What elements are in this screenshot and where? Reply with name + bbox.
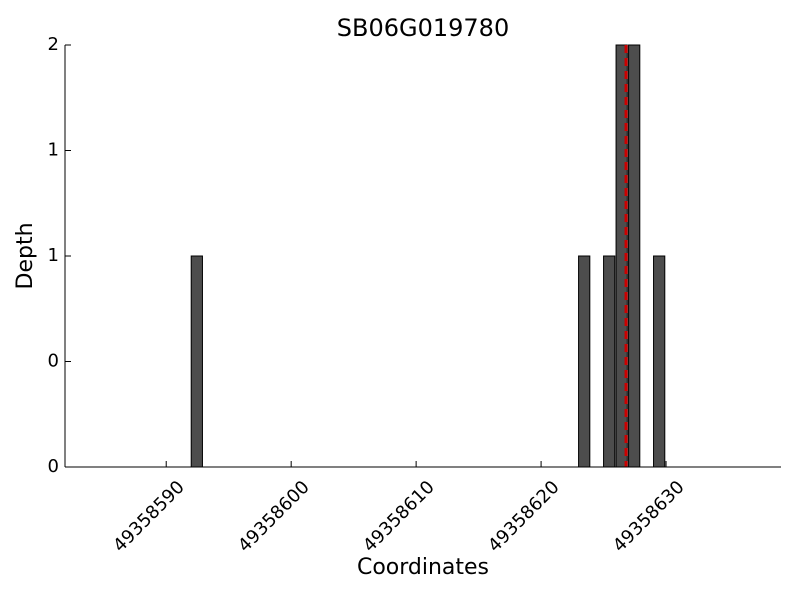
bar [578, 255, 591, 468]
y-axis-label: Depth [13, 222, 38, 289]
y-tick-label: 1 [48, 140, 59, 161]
x-tick-label: 49358600 [234, 477, 314, 557]
x-tick-label: 49358610 [359, 477, 439, 557]
y-tick-label: 0 [48, 351, 59, 372]
bar [628, 44, 641, 468]
chart-title: SB06G019780 [337, 14, 509, 42]
x-tick-label: 49358590 [109, 477, 189, 557]
bar [190, 255, 203, 468]
y-tick-label: 2 [48, 34, 59, 55]
bar [603, 255, 616, 468]
x-tick-label: 49358630 [609, 477, 689, 557]
y-tick-label: 0 [48, 456, 59, 477]
x-tick-label: 49358620 [484, 477, 564, 557]
y-tick-label: 1 [48, 245, 59, 266]
bar [653, 255, 666, 468]
x-axis-label: Coordinates [357, 555, 489, 580]
